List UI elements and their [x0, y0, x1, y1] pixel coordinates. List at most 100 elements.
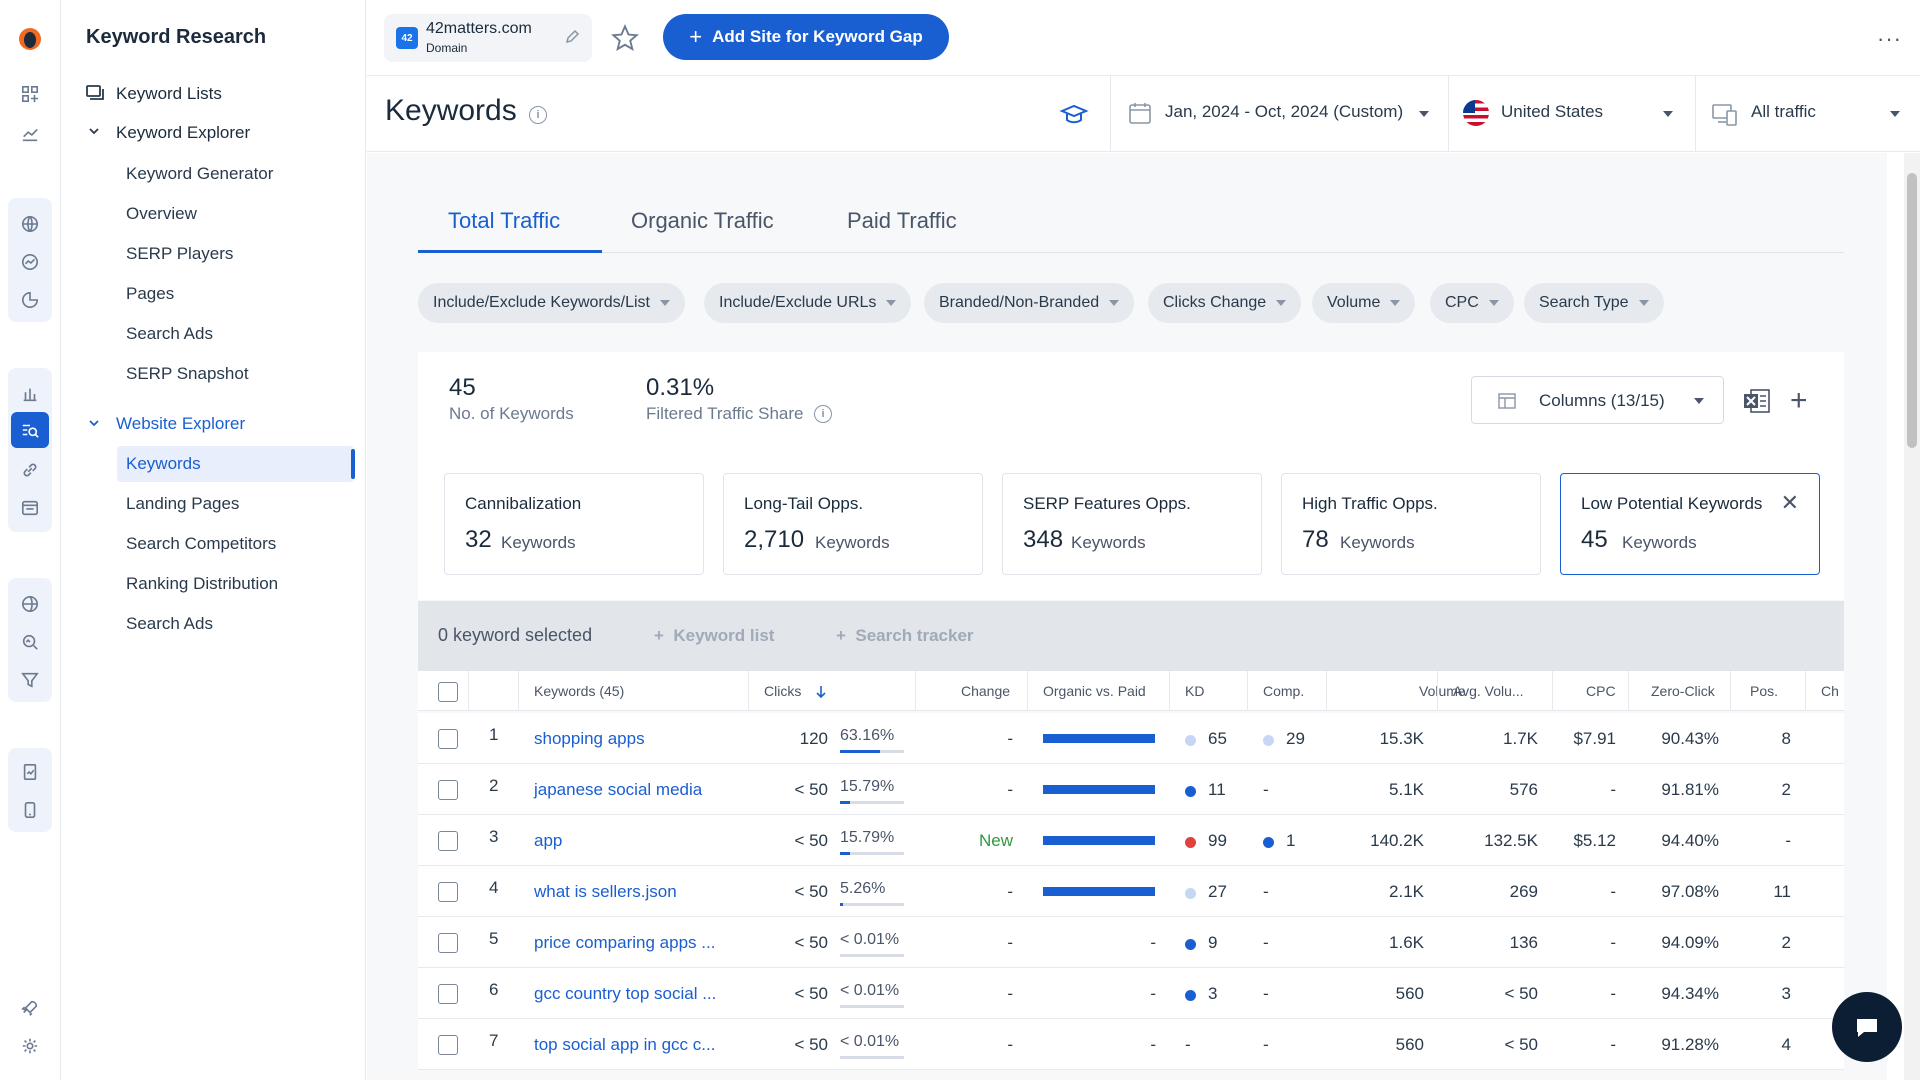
- country-selector[interactable]: United States: [1501, 102, 1604, 121]
- bar-chart-icon[interactable]: [8, 376, 52, 412]
- column-header-change[interactable]: Change: [961, 683, 1011, 699]
- row-checkbox[interactable]: [438, 780, 458, 800]
- row-checkbox[interactable]: [438, 984, 458, 1004]
- sidebar-item-serp-players[interactable]: SERP Players: [126, 244, 234, 263]
- column-header-cpc[interactable]: CPC: [1586, 683, 1616, 699]
- sidebar-item-serp-snapshot[interactable]: SERP Snapshot: [126, 364, 249, 383]
- pie-chart-icon[interactable]: [8, 282, 52, 318]
- chevron-down-icon[interactable]: [1890, 111, 1900, 117]
- mobile-icon[interactable]: [8, 792, 52, 828]
- chevron-down-icon[interactable]: [1663, 111, 1673, 117]
- sidebar-item-search-competitors[interactable]: Search Competitors: [126, 534, 277, 553]
- row-checkbox[interactable]: [438, 831, 458, 851]
- column-header-kd[interactable]: KD: [1185, 683, 1205, 699]
- date-range-selector[interactable]: Jan, 2024 - Oct, 2024 (Custom): [1165, 102, 1403, 122]
- column-header-zero-click[interactable]: Zero-Click: [1651, 683, 1715, 699]
- table-row[interactable]: 1 shopping apps 120 63.16% - 65 29 15.3K 1.7K $7.…: [418, 713, 1844, 764]
- filter-cpc[interactable]: CPC: [1430, 283, 1514, 323]
- keyword-link[interactable]: what is sellers.json: [534, 882, 677, 901]
- column-header-organic-vs-paid[interactable]: Organic vs. Paid: [1043, 683, 1146, 699]
- keyword-link[interactable]: japanese social media: [534, 780, 703, 799]
- globe-icon[interactable]: [8, 206, 52, 242]
- excel-export-icon[interactable]: [1742, 386, 1772, 416]
- opportunity-card-long-tail[interactable]: Long-Tail Opps. 2,710 Keywords: [723, 473, 983, 575]
- sort-down-icon[interactable]: [814, 684, 828, 700]
- domain-chip[interactable]: 42 42matters.com Domain: [384, 14, 592, 62]
- column-header-volume[interactable]: Volume: [1419, 683, 1466, 699]
- column-header-clicks[interactable]: Clicks: [764, 683, 802, 699]
- sidebar-item-search-ads[interactable]: Search Ads: [126, 324, 213, 343]
- dashboard-icon[interactable]: [8, 76, 52, 112]
- trend-icon[interactable]: [8, 116, 52, 152]
- sidebar-item-overview[interactable]: Overview: [126, 204, 197, 223]
- row-checkbox[interactable]: [438, 729, 458, 749]
- add-to-keyword-list-button[interactable]: + Keyword list: [654, 626, 775, 645]
- sidebar-item-pages[interactable]: Pages: [126, 284, 175, 303]
- select-all-checkbox[interactable]: [438, 682, 458, 702]
- similarweb-logo[interactable]: [19, 28, 41, 50]
- search-chart-icon[interactable]: [8, 624, 52, 660]
- chevron-down-icon[interactable]: [87, 416, 101, 430]
- table-row[interactable]: 5 price comparing apps ... < 50 < 0.01% - - 9 -…: [418, 917, 1844, 968]
- sidebar-item-website-explorer[interactable]: Website Explorer: [116, 414, 246, 433]
- keyword-link[interactable]: top social app in gcc c...: [534, 1035, 716, 1054]
- opportunity-card-serp-features[interactable]: SERP Features Opps. 348 Keywords: [1002, 473, 1262, 575]
- table-row[interactable]: 2 japanese social media < 50 15.79% - 11 - 5.1K…: [418, 764, 1844, 815]
- globe-chart-icon[interactable]: [8, 244, 52, 280]
- filter-include-exclude-urls[interactable]: Include/Exclude URLs: [704, 283, 912, 323]
- keyword-link[interactable]: gcc country top social ...: [534, 984, 717, 1003]
- funnel-icon[interactable]: [8, 662, 52, 698]
- sidebar-item-search-ads-2[interactable]: Search Ads: [126, 614, 213, 633]
- chevron-down-icon[interactable]: [1419, 111, 1429, 117]
- ad-icon[interactable]: [8, 490, 52, 526]
- scrollbar-thumb[interactable]: [1907, 173, 1917, 448]
- filter-clicks-change[interactable]: Clicks Change: [1148, 283, 1302, 323]
- table-row[interactable]: 7 top social app in gcc c... < 50 < 0.01% - -…: [418, 1019, 1844, 1070]
- sidebar-item-keyword-lists[interactable]: Keyword Lists: [116, 84, 222, 103]
- opportunity-card-low-potential[interactable]: Low Potential Keywords 45 Keywords ✕: [1560, 473, 1820, 575]
- tab-total-traffic[interactable]: Total Traffic: [448, 208, 561, 233]
- add-to-search-tracker-button[interactable]: + Search tracker: [836, 626, 974, 645]
- sidebar-item-landing-pages[interactable]: Landing Pages: [126, 494, 240, 513]
- keyword-research-icon[interactable]: [11, 412, 49, 448]
- sidebar-item-keywords[interactable]: Keywords: [126, 454, 201, 473]
- settings-gear-icon[interactable]: [8, 1028, 52, 1064]
- row-checkbox[interactable]: [438, 882, 458, 902]
- traffic-type-selector[interactable]: All traffic: [1751, 102, 1816, 121]
- table-row[interactable]: 3 app < 50 15.79% New 99 1 140.2K 132.5K $5.12 94.…: [418, 815, 1844, 866]
- filter-include-exclude-keywords[interactable]: Include/Exclude Keywords/List: [418, 283, 685, 323]
- filter-volume[interactable]: Volume: [1312, 283, 1416, 323]
- sidebar-item-keyword-explorer[interactable]: Keyword Explorer: [116, 123, 251, 142]
- filter-search-type[interactable]: Search Type: [1524, 283, 1664, 323]
- chat-support-button[interactable]: [1832, 992, 1902, 1062]
- sidebar-item-keyword-generator[interactable]: Keyword Generator: [126, 164, 274, 183]
- opportunity-card-cannibalization[interactable]: Cannibalization 32 Keywords: [444, 473, 704, 575]
- more-options-icon[interactable]: ···: [1877, 26, 1902, 51]
- graduation-cap-icon[interactable]: [1059, 100, 1089, 130]
- link-icon[interactable]: [8, 452, 52, 488]
- sidebar-item-ranking-distribution[interactable]: Ranking Distribution: [126, 574, 279, 593]
- filter-branded[interactable]: Branded/Non-Branded: [924, 283, 1135, 323]
- table-row[interactable]: 4 what is sellers.json < 50 5.26% - 27 - 2.1K 26…: [418, 866, 1844, 917]
- add-icon[interactable]: +: [1790, 384, 1808, 417]
- row-checkbox[interactable]: [438, 1035, 458, 1055]
- columns-selector-button[interactable]: Columns (13/15): [1471, 376, 1724, 424]
- star-icon[interactable]: [611, 24, 639, 52]
- column-header-ch[interactable]: Ch: [1821, 683, 1839, 699]
- close-icon[interactable]: ✕: [1780, 490, 1799, 515]
- rocket-icon[interactable]: [8, 990, 52, 1026]
- report-icon[interactable]: [8, 754, 52, 790]
- keyword-link[interactable]: price comparing apps ...: [534, 933, 716, 952]
- column-header-comp[interactable]: Comp.: [1263, 683, 1305, 699]
- keyword-link[interactable]: shopping apps: [534, 729, 645, 748]
- pencil-edit-icon[interactable]: [564, 29, 580, 45]
- table-row[interactable]: 6 gcc country top social ... < 50 < 0.01% - -…: [418, 968, 1844, 1019]
- info-icon[interactable]: i: [529, 106, 547, 124]
- info-icon[interactable]: i: [814, 405, 832, 423]
- chevron-down-icon[interactable]: [87, 124, 101, 138]
- scrollbar[interactable]: [1904, 153, 1920, 1080]
- row-checkbox[interactable]: [438, 933, 458, 953]
- keyword-link[interactable]: app: [534, 831, 563, 850]
- add-site-keyword-gap-button[interactable]: + Add Site for Keyword Gap: [663, 14, 949, 60]
- column-header-keywords[interactable]: Keywords (45): [534, 683, 625, 699]
